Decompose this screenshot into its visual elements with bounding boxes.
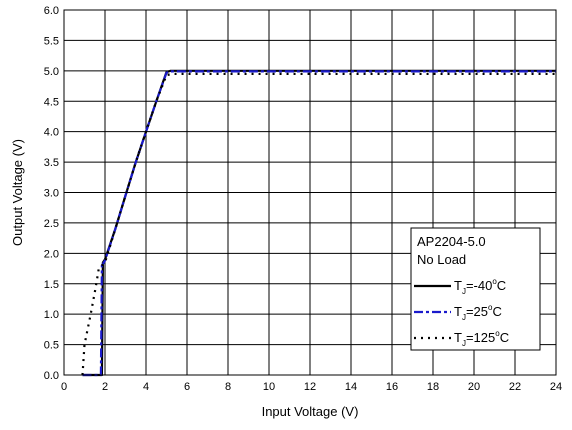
legend: AP2204-5.0 No Load TJ=-40oC TJ=25oC TJ=125… [410, 227, 541, 351]
y-tick-labels: 0.0 0.5 1.0 1.5 2.0 2.5 3.0 3.5 4.0 4.5 5.0 5.5 6.0 [44, 5, 59, 382]
legend-entries: TJ=-40oC TJ=25oC TJ=125oC [414, 277, 509, 348]
y-tick-label: 3.0 [44, 188, 59, 200]
x-axis-label: Input Voltage (V) [262, 404, 359, 419]
series-group [81, 69, 556, 377]
series-line-dash-dot [82, 70, 556, 377]
x-tick-label: 24 [550, 381, 562, 393]
x-tick-labels: 0 2 4 6 8 10 12 14 16 18 20 22 24 [61, 381, 562, 393]
y-tick-label: 6.0 [44, 5, 59, 17]
x-tick-label: 8 [225, 381, 231, 393]
x-tick-label: 4 [143, 381, 149, 393]
legend-header-load: No Load [417, 252, 466, 267]
x-tick-label: 2 [102, 381, 108, 393]
y-tick-label: 0.5 [44, 340, 59, 352]
plot-frame [63, 9, 557, 376]
y-tick-label: 1.0 [44, 309, 59, 321]
y-tick-label: 2.0 [44, 248, 59, 260]
y-tick-label: 3.5 [44, 157, 59, 169]
x-tick-label: 16 [386, 381, 398, 393]
legend-entry-label: TJ=25oC [454, 303, 502, 322]
y-tick-label: 4.0 [44, 127, 59, 139]
x-tick-label: 0 [61, 381, 67, 393]
x-tick-label: 6 [184, 381, 190, 393]
y-tick-label: 5.0 [44, 66, 59, 78]
series-line-dotted [81, 72, 556, 376]
y-tick-label: 5.5 [44, 35, 59, 47]
legend-entry-label: TJ=125oC [454, 329, 509, 348]
y-axis-label: Output Voltage (V) [10, 139, 25, 246]
x-tick-label: 10 [263, 381, 275, 393]
legend-entry-label: TJ=-40oC [454, 277, 506, 296]
legend-box [410, 227, 541, 351]
y-tick-label: 1.5 [44, 279, 59, 291]
x-tick-label: 20 [468, 381, 480, 393]
y-tick-label: 4.5 [44, 96, 59, 108]
x-tick-label: 18 [427, 381, 439, 393]
x-tick-label: 12 [304, 381, 316, 393]
y-tick-label: 0.0 [44, 370, 59, 382]
x-tick-label: 14 [345, 381, 357, 393]
y-tick-label: 2.5 [44, 218, 59, 230]
legend-header-model: AP2204-5.0 [417, 234, 486, 249]
x-tick-label: 22 [509, 381, 521, 393]
